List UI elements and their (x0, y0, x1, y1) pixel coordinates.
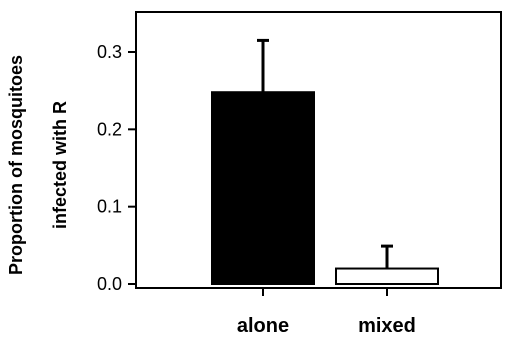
y-axis-title: Proportion of mosquitoes infected with R (6, 55, 70, 275)
y-tick-label: 0.1 (97, 197, 122, 217)
y-tick-label: 0.3 (97, 42, 122, 62)
y-tick-label: 0.2 (97, 119, 122, 139)
y-tick-label: 0.0 (97, 274, 122, 294)
bar-mixed (335, 267, 439, 285)
y-axis-title-line-2: infected with R (50, 101, 70, 229)
y-axis-title-line-1: Proportion of mosquitoes (6, 55, 26, 275)
category-label-alone: alone (237, 315, 289, 337)
bar-alone (211, 91, 315, 285)
category-label-mixed: mixed (358, 315, 416, 337)
plot-frame (135, 11, 502, 289)
